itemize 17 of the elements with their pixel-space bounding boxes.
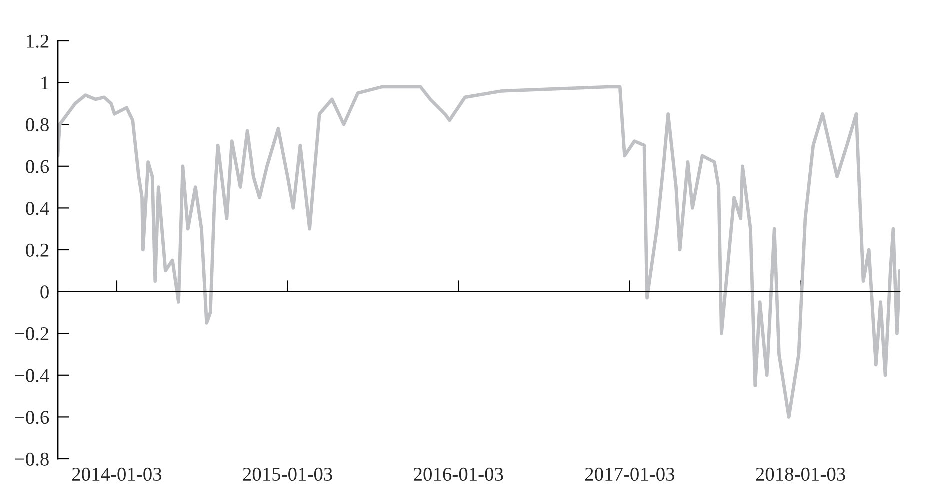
y-tick-label: −0.6 xyxy=(15,411,50,424)
y-tick-label: 1.2 xyxy=(27,34,49,48)
line-series xyxy=(58,85,900,419)
y-tick-label: 0.2 xyxy=(26,244,49,258)
x-tick-label: 2015-01-03 xyxy=(243,468,332,482)
x-tick-label: 2017-01-03 xyxy=(585,468,675,482)
y-tick-label: −0.4 xyxy=(15,369,50,382)
x-tick-label: 2018-01-03 xyxy=(756,468,846,482)
y-tick-label: −0.8 xyxy=(15,452,49,466)
y-tick-label: 0.6 xyxy=(26,160,50,174)
x-tick-label: 2014-01-03 xyxy=(72,468,162,482)
y-tick-label: 0 xyxy=(40,286,49,299)
y-tick-label: 0.8 xyxy=(26,118,49,132)
y-tick-label: 0.4 xyxy=(26,202,50,216)
x-tick-label: 2016-01-03 xyxy=(414,468,504,482)
y-tick-label: −0.2 xyxy=(15,327,49,341)
y-tick-label: 1 xyxy=(42,76,48,90)
